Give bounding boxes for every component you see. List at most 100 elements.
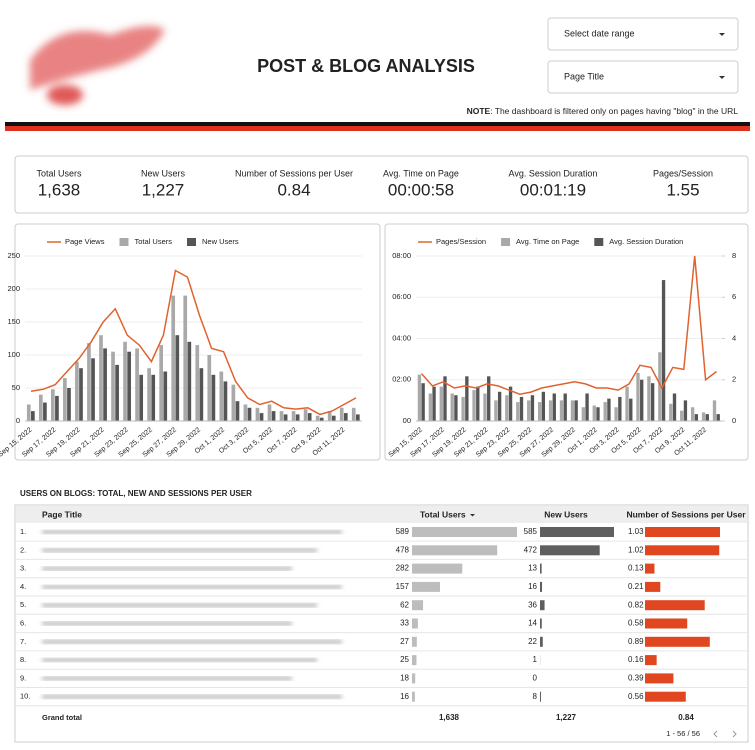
- bar: [680, 410, 684, 421]
- bar: [247, 407, 252, 421]
- total-users-bar: [412, 618, 418, 629]
- total-users: 25: [400, 655, 409, 664]
- y-tick-label: 00: [403, 416, 411, 425]
- sessions-bar: [645, 636, 710, 647]
- bar: [541, 391, 546, 421]
- legend-swatch: [594, 238, 604, 246]
- bar: [537, 402, 542, 421]
- chart-panel: [14, 223, 381, 461]
- next-page[interactable]: [732, 730, 737, 738]
- kpi-label: Pages/Session: [653, 168, 713, 178]
- y2-tick-label: 0: [732, 416, 736, 425]
- blurred-page-title: [42, 603, 317, 608]
- bar: [339, 407, 344, 421]
- bar: [640, 379, 644, 421]
- new-users-bar: [540, 600, 545, 611]
- y-tick-label: 02:00: [392, 375, 411, 384]
- sessions-bar: [645, 527, 720, 537]
- kpi-panel: [14, 155, 749, 214]
- bar: [211, 374, 216, 421]
- total-users-bar: [412, 636, 417, 647]
- bar: [135, 348, 139, 421]
- legend-label: Page Views: [65, 237, 105, 246]
- bar: [476, 386, 480, 421]
- new-users-bar: [540, 618, 542, 629]
- grand-total: 1,638: [439, 713, 460, 722]
- bar: [67, 388, 71, 421]
- y-tick-label: 06:00: [392, 292, 411, 301]
- sessions-bar: [645, 600, 705, 611]
- table-header: [16, 506, 747, 523]
- bar: [650, 383, 655, 421]
- new-users: 22: [528, 637, 537, 646]
- bar: [705, 414, 709, 421]
- legend-label: Pages/Session: [436, 237, 486, 246]
- y-tick-label: 50: [12, 383, 20, 392]
- note: NOTE: The dashboard is filtered only on …: [467, 106, 739, 116]
- line: [30, 269, 357, 416]
- row-rank: 6.: [20, 618, 26, 627]
- page-title-dropdown[interactable]: [547, 60, 739, 94]
- sessions-per-user: 0.16: [628, 655, 644, 664]
- column-header[interactable]: Total Users: [420, 509, 466, 519]
- total-users: 16: [400, 692, 409, 701]
- y-tick-label: 04:00: [392, 333, 411, 342]
- total-users: 157: [396, 582, 410, 591]
- bar: [443, 376, 447, 421]
- date-range-dropdown[interactable]: [547, 17, 739, 51]
- prev-page[interactable]: [713, 730, 718, 738]
- bar: [530, 395, 535, 421]
- legend-label: New Users: [202, 237, 239, 246]
- new-users-bar: [540, 636, 543, 647]
- column-header: Number of Sessions per User: [626, 509, 746, 519]
- bar: [91, 358, 95, 421]
- blurred-page-title: [42, 639, 342, 644]
- legend-label: Total Users: [134, 237, 172, 246]
- blurred-page-title: [42, 694, 342, 699]
- total-users-bar: [412, 600, 424, 611]
- kpi-value: 0.84: [277, 180, 310, 199]
- bar: [497, 391, 502, 421]
- row-rank: 7.: [20, 637, 26, 646]
- row-rank: 8.: [20, 655, 26, 664]
- y-tick-label: 0: [16, 416, 20, 425]
- total-users: 478: [396, 545, 410, 554]
- legend-label: Avg. Session Duration: [609, 237, 683, 246]
- dropdown-arrow: [719, 33, 725, 36]
- note-label: NOTE: [467, 106, 491, 116]
- bar: [574, 400, 578, 421]
- bar: [661, 280, 666, 421]
- new-users: 36: [528, 600, 537, 609]
- legend-swatch: [187, 238, 196, 246]
- bar: [139, 374, 144, 421]
- new-users: 14: [528, 619, 537, 628]
- y2-tick-label: 8: [732, 251, 736, 260]
- bar: [658, 352, 662, 421]
- bar: [243, 404, 248, 421]
- table-title: USERS ON BLOGS: TOTAL, NEW AND SESSIONS …: [20, 489, 252, 498]
- chart-panel: [384, 223, 749, 461]
- bar: [683, 400, 688, 421]
- bar: [465, 376, 469, 421]
- bar: [636, 372, 640, 421]
- kpi-label: Number of Sessions per User: [235, 168, 353, 178]
- kpi-value: 1,227: [142, 180, 185, 199]
- bar: [494, 400, 498, 421]
- bar: [472, 390, 476, 421]
- bar: [701, 412, 706, 421]
- bar: [279, 411, 284, 421]
- legend-swatch: [501, 238, 511, 246]
- new-users: 16: [528, 582, 537, 591]
- bar: [283, 414, 288, 421]
- kpi-label: Avg. Session Duration: [509, 168, 598, 178]
- row-rank: 4.: [20, 582, 26, 591]
- bar: [259, 413, 264, 421]
- bar: [163, 371, 168, 421]
- kpi-value: 00:01:19: [520, 180, 586, 199]
- sessions-per-user: 0.56: [628, 692, 644, 701]
- total-users: 589: [396, 527, 410, 536]
- column-header: New Users: [544, 509, 588, 519]
- bar: [516, 402, 520, 421]
- bar: [183, 295, 188, 421]
- blurred-page-title: [42, 530, 342, 534]
